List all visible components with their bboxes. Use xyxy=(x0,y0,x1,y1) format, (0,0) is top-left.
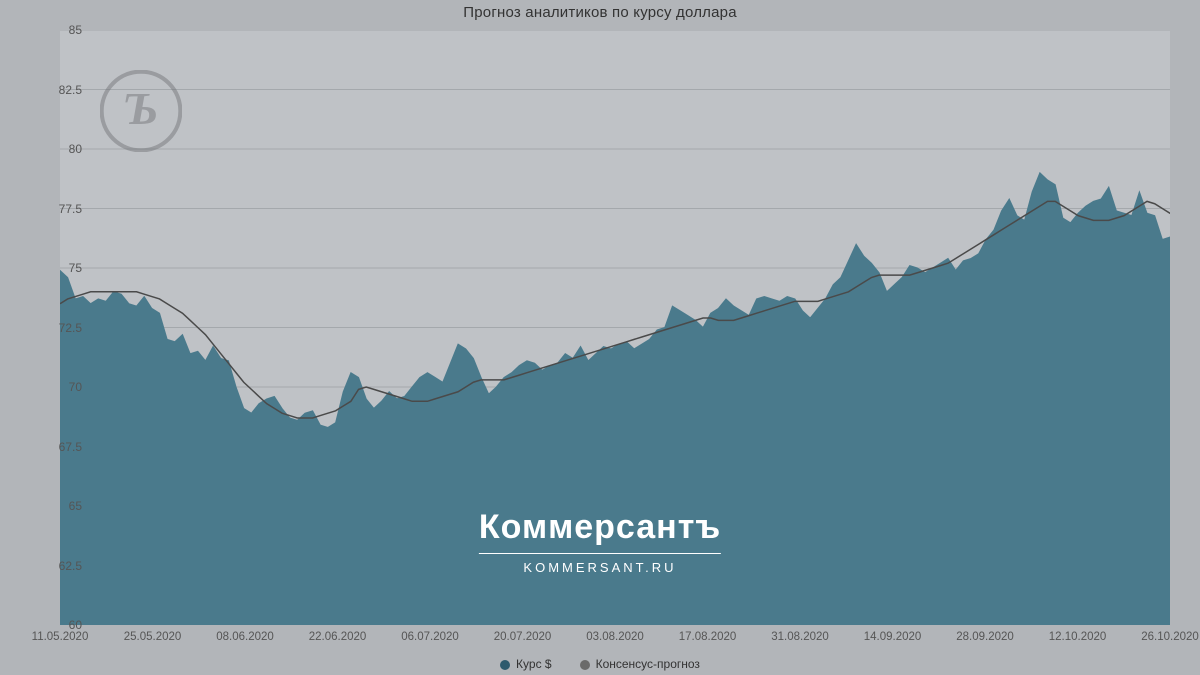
x-tick-label: 28.09.2020 xyxy=(956,631,1014,643)
legend-item: Курс $ xyxy=(500,657,552,671)
y-tick-label: 75 xyxy=(22,261,82,275)
chart-legend: Курс $ Консенсус-прогноз xyxy=(0,657,1200,671)
svg-text:Ъ: Ъ xyxy=(124,83,159,134)
legend-label: Курс $ xyxy=(516,657,552,671)
y-tick-label: 77.5 xyxy=(22,202,82,216)
watermark-text: Коммерсантъ KOMMERSANT.RU xyxy=(479,508,721,575)
x-tick-label: 31.08.2020 xyxy=(771,631,829,643)
watermark-logo-icon: Ъ xyxy=(100,70,182,157)
chart-title: Прогноз аналитиков по курсу доллара xyxy=(0,4,1200,21)
x-tick-label: 14.09.2020 xyxy=(864,631,922,643)
watermark-brand: Коммерсантъ xyxy=(479,508,721,547)
watermark-site: KOMMERSANT.RU xyxy=(479,553,721,575)
x-tick-label: 22.06.2020 xyxy=(309,631,367,643)
chart-root: Прогноз аналитиков по курсу доллара Ъ Ко… xyxy=(0,0,1200,675)
y-tick-label: 62.5 xyxy=(22,559,82,573)
x-tick-label: 11.05.2020 xyxy=(32,631,89,643)
x-tick-label: 08.06.2020 xyxy=(216,631,274,643)
y-tick-label: 60 xyxy=(22,618,82,632)
y-tick-label: 70 xyxy=(22,380,82,394)
y-tick-label: 65 xyxy=(22,499,82,513)
y-tick-label: 80 xyxy=(22,142,82,156)
x-tick-label: 06.07.2020 xyxy=(401,631,459,643)
x-tick-label: 20.07.2020 xyxy=(494,631,552,643)
x-tick-label: 03.08.2020 xyxy=(586,631,644,643)
y-tick-label: 72.5 xyxy=(22,321,82,335)
legend-item: Консенсус-прогноз xyxy=(580,657,700,671)
legend-label: Консенсус-прогноз xyxy=(596,657,700,671)
x-tick-label: 25.05.2020 xyxy=(124,631,182,643)
legend-dot-icon xyxy=(500,660,510,670)
legend-dot-icon xyxy=(580,660,590,670)
x-tick-label: 26.10.2020 xyxy=(1141,631,1199,643)
x-tick-label: 12.10.2020 xyxy=(1049,631,1107,643)
y-tick-label: 67.5 xyxy=(22,440,82,454)
y-tick-label: 82.5 xyxy=(22,83,82,97)
y-tick-label: 85 xyxy=(22,23,82,37)
x-tick-label: 17.08.2020 xyxy=(679,631,737,643)
